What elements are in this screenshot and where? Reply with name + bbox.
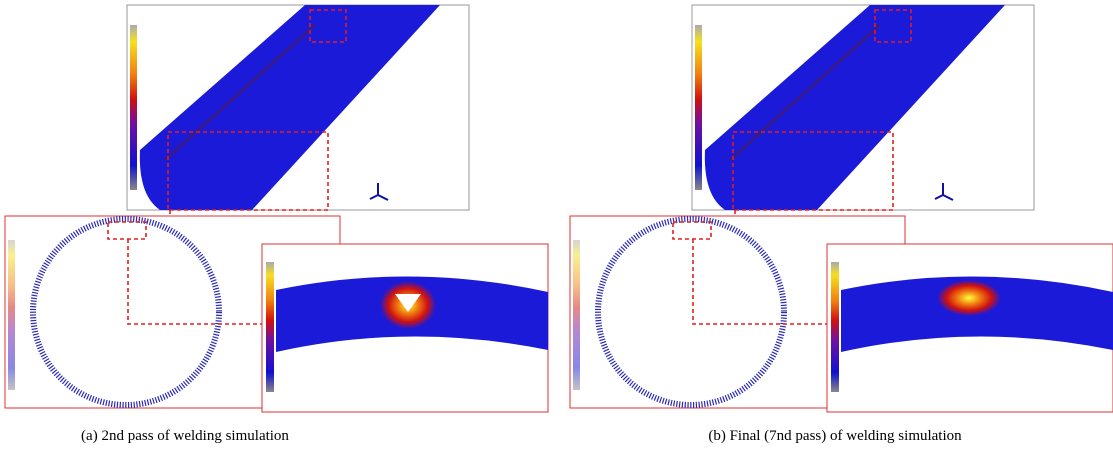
caption: (b) Final (7nd pass) of welding simulati… [708, 428, 962, 444]
panel-a: (a) 2nd pass of welding simulation [5, 5, 548, 444]
caption: (a) 2nd pass of welding simulation [81, 428, 289, 444]
panel-b: (b) Final (7nd pass) of welding simulati… [570, 5, 1113, 444]
figure: (a) 2nd pass of welding simulation (b) F… [0, 0, 1113, 454]
